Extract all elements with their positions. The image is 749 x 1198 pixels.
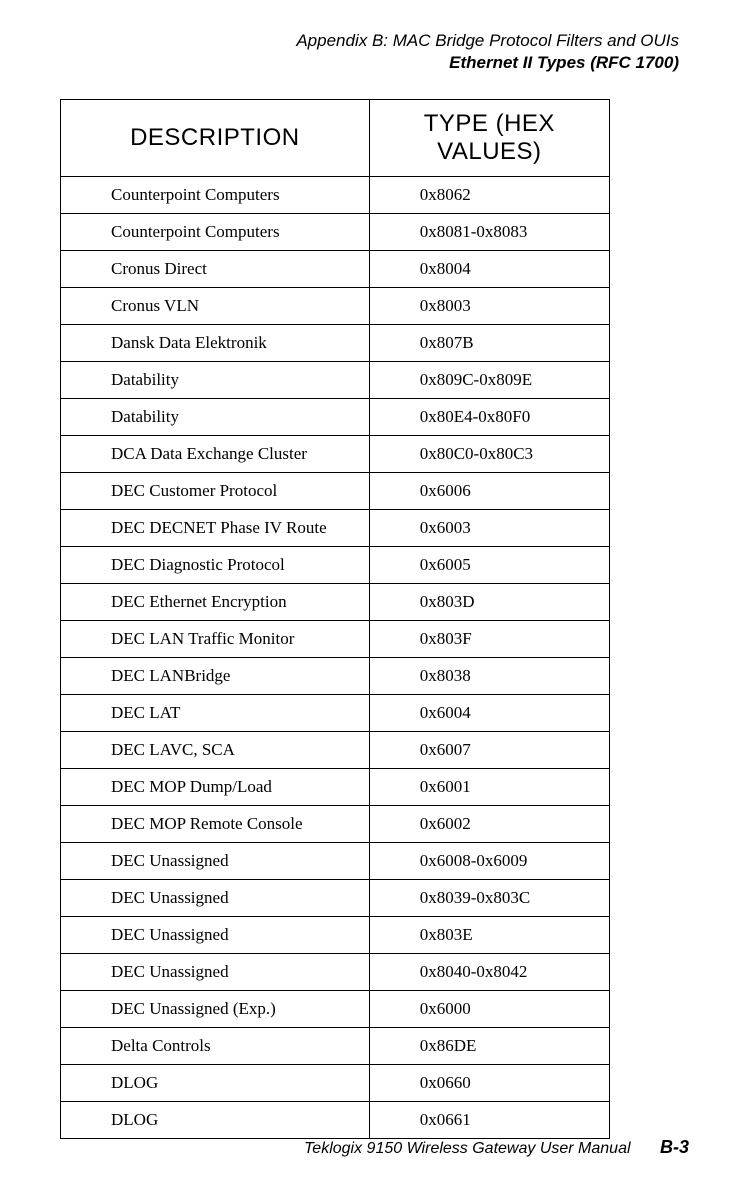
cell-type: 0x803E [369,917,609,954]
ethernet-types-table: DESCRIPTION TYPE (HEX VALUES) Counterpoi… [60,99,610,1139]
col-header-description: DESCRIPTION [61,100,370,177]
cell-type: 0x80E4-0x80F0 [369,399,609,436]
cell-type: 0x6008-0x6009 [369,843,609,880]
cell-description: Datability [61,362,370,399]
table-row: DEC LAN Traffic Monitor0x803F [61,621,610,658]
cell-description: Datability [61,399,370,436]
cell-description: DEC LANBridge [61,658,370,695]
cell-description: DEC Unassigned (Exp.) [61,991,370,1028]
table-row: Cronus Direct0x8004 [61,251,610,288]
table-row: DLOG0x0660 [61,1065,610,1102]
cell-description: DEC MOP Dump/Load [61,769,370,806]
cell-type: 0x6002 [369,806,609,843]
table-row: DCA Data Exchange Cluster0x80C0-0x80C3 [61,436,610,473]
table-row: Counterpoint Computers0x8062 [61,177,610,214]
table-row: Delta Controls0x86DE [61,1028,610,1065]
cell-type: 0x803F [369,621,609,658]
cell-type: 0x0661 [369,1102,609,1139]
cell-type: 0x8039-0x803C [369,880,609,917]
cell-description: DEC Unassigned [61,954,370,991]
cell-description: DEC LAT [61,695,370,732]
cell-type: 0x6001 [369,769,609,806]
cell-type: 0x8081-0x8083 [369,214,609,251]
cell-type: 0x803D [369,584,609,621]
table-row: DEC Unassigned0x8040-0x8042 [61,954,610,991]
cell-type: 0x807B [369,325,609,362]
table-row: DEC LAVC, SCA0x6007 [61,732,610,769]
cell-description: DEC DECNET Phase IV Route [61,510,370,547]
table-row: DLOG0x0661 [61,1102,610,1139]
cell-type: 0x6005 [369,547,609,584]
cell-description: DCA Data Exchange Cluster [61,436,370,473]
table-row: Cronus VLN0x8003 [61,288,610,325]
page-header: Appendix B: MAC Bridge Protocol Filters … [60,30,689,74]
cell-description: DLOG [61,1102,370,1139]
page-footer: Teklogix 9150 Wireless Gateway User Manu… [304,1137,689,1158]
cell-description: Dansk Data Elektronik [61,325,370,362]
cell-description: Delta Controls [61,1028,370,1065]
table-row: DEC Unassigned (Exp.)0x6000 [61,991,610,1028]
table-row: DEC LAT0x6004 [61,695,610,732]
cell-type: 0x6006 [369,473,609,510]
col-header-type: TYPE (HEX VALUES) [369,100,609,177]
page-container: Appendix B: MAC Bridge Protocol Filters … [0,0,749,1198]
table-row: DEC Diagnostic Protocol0x6005 [61,547,610,584]
cell-type: 0x8040-0x8042 [369,954,609,991]
table-row: Counterpoint Computers0x8081-0x8083 [61,214,610,251]
table-row: DEC MOP Remote Console0x6002 [61,806,610,843]
table-header-row: DESCRIPTION TYPE (HEX VALUES) [61,100,610,177]
cell-description: DLOG [61,1065,370,1102]
cell-type: 0x6000 [369,991,609,1028]
table-row: DEC Unassigned0x803E [61,917,610,954]
cell-description: DEC Diagnostic Protocol [61,547,370,584]
table-row: DEC Unassigned0x8039-0x803C [61,880,610,917]
cell-description: DEC Unassigned [61,917,370,954]
cell-description: DEC Unassigned [61,880,370,917]
cell-description: Counterpoint Computers [61,214,370,251]
cell-type: 0x80C0-0x80C3 [369,436,609,473]
cell-type: 0x6003 [369,510,609,547]
cell-type: 0x6004 [369,695,609,732]
cell-type: 0x0660 [369,1065,609,1102]
footer-page-number: B-3 [660,1137,689,1157]
cell-description: Cronus VLN [61,288,370,325]
table-row: DEC MOP Dump/Load0x6001 [61,769,610,806]
footer-manual-title: Teklogix 9150 Wireless Gateway User Manu… [304,1140,631,1157]
table-row: DEC LANBridge0x8038 [61,658,610,695]
header-section-line: Ethernet II Types (RFC 1700) [60,52,679,74]
table-row: DEC Customer Protocol0x6006 [61,473,610,510]
table-row: Datability0x809C-0x809E [61,362,610,399]
cell-description: DEC Unassigned [61,843,370,880]
table-row: DEC DECNET Phase IV Route0x6003 [61,510,610,547]
cell-description: DEC LAN Traffic Monitor [61,621,370,658]
cell-description: DEC LAVC, SCA [61,732,370,769]
table-row: DEC Ethernet Encryption0x803D [61,584,610,621]
cell-type: 0x8038 [369,658,609,695]
table-row: Dansk Data Elektronik0x807B [61,325,610,362]
cell-type: 0x8003 [369,288,609,325]
table-row: Datability0x80E4-0x80F0 [61,399,610,436]
cell-description: DEC Customer Protocol [61,473,370,510]
table-row: DEC Unassigned0x6008-0x6009 [61,843,610,880]
cell-type: 0x86DE [369,1028,609,1065]
cell-description: Cronus Direct [61,251,370,288]
cell-description: DEC Ethernet Encryption [61,584,370,621]
cell-description: Counterpoint Computers [61,177,370,214]
cell-type: 0x809C-0x809E [369,362,609,399]
cell-type: 0x8062 [369,177,609,214]
cell-type: 0x8004 [369,251,609,288]
cell-description: DEC MOP Remote Console [61,806,370,843]
header-appendix-line: Appendix B: MAC Bridge Protocol Filters … [60,30,679,52]
cell-type: 0x6007 [369,732,609,769]
